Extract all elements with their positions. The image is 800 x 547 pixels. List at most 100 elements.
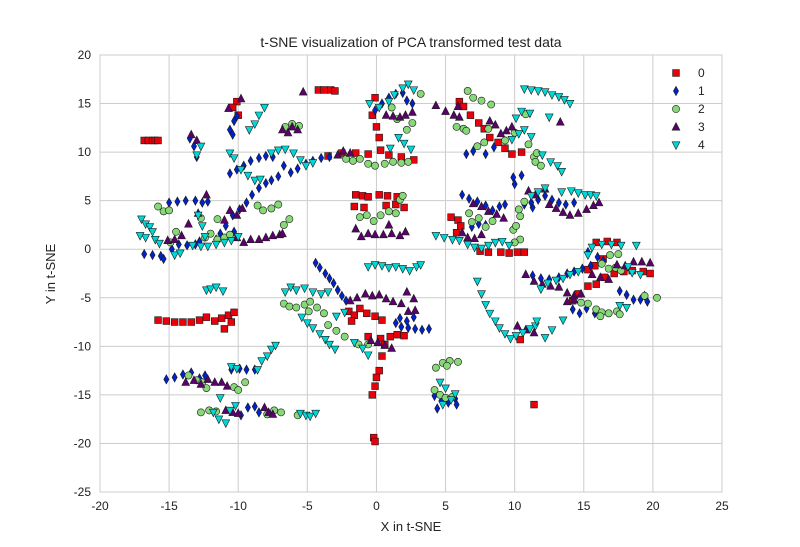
data-point-class-1 — [392, 317, 399, 329]
data-point-class-3 — [287, 121, 297, 131]
data-point-class-4 — [260, 103, 269, 113]
legend-label-4: 4 — [698, 138, 705, 152]
data-point-class-4 — [485, 309, 495, 319]
data-point-class-0 — [392, 200, 400, 209]
data-point-class-3 — [485, 115, 495, 125]
data-point-class-4 — [543, 279, 553, 289]
data-point-class-3 — [551, 203, 561, 212]
data-point-class-1 — [280, 160, 287, 171]
data-point-class-0 — [187, 318, 195, 326]
data-point-class-4 — [255, 175, 265, 185]
data-point-class-3 — [203, 374, 213, 383]
data-point-class-3 — [612, 259, 622, 269]
data-point-class-4 — [616, 241, 626, 251]
data-point-class-1 — [463, 148, 470, 160]
data-point-class-4 — [243, 171, 253, 181]
data-point-class-1 — [243, 364, 250, 375]
data-point-class-4 — [557, 188, 567, 197]
data-point-class-2 — [380, 159, 389, 168]
data-point-class-4 — [615, 302, 625, 311]
data-point-class-3 — [396, 298, 406, 308]
data-point-class-0 — [475, 119, 483, 127]
x-axis-title: X in t-SNE — [381, 519, 442, 534]
data-point-class-4 — [291, 286, 301, 296]
data-point-class-4 — [398, 84, 408, 94]
data-point-class-3 — [356, 231, 366, 241]
data-point-class-3 — [492, 209, 502, 218]
data-point-class-3 — [378, 229, 388, 239]
x-tick-label: -15 — [160, 499, 178, 513]
data-point-class-0 — [371, 94, 379, 102]
data-point-class-2 — [452, 122, 461, 131]
data-point-class-3 — [283, 127, 293, 137]
data-point-class-1 — [229, 129, 236, 140]
data-point-class-0 — [179, 318, 187, 326]
data-point-class-4 — [519, 85, 529, 95]
legend-marker-3 — [671, 121, 681, 131]
x-tick-label: 0 — [373, 499, 380, 513]
data-point-class-4 — [193, 211, 203, 221]
data-point-class-3 — [224, 103, 233, 112]
data-point-class-0 — [530, 400, 538, 409]
data-point-class-4 — [218, 287, 228, 297]
data-point-class-0 — [400, 203, 408, 212]
data-point-class-4 — [416, 261, 426, 270]
data-point-class-1 — [275, 171, 282, 182]
data-point-class-0 — [508, 150, 516, 158]
data-point-class-3 — [645, 257, 655, 267]
data-point-class-2 — [213, 215, 222, 224]
data-point-class-1 — [256, 182, 262, 194]
data-point-class-1 — [330, 278, 337, 289]
data-point-class-4 — [363, 351, 373, 361]
data-point-class-0 — [505, 249, 513, 257]
scatter-points — [135, 80, 661, 446]
data-point-class-4 — [225, 149, 235, 159]
data-point-class-0 — [592, 280, 600, 288]
data-point-class-4 — [197, 222, 207, 231]
data-point-class-1 — [398, 321, 405, 333]
data-point-class-2 — [397, 158, 406, 167]
data-point-class-1 — [396, 312, 403, 324]
data-point-class-1 — [244, 402, 251, 413]
data-point-class-4 — [398, 265, 408, 274]
data-point-class-1 — [316, 262, 323, 273]
data-point-class-3 — [555, 116, 565, 126]
x-tick-label: 15 — [577, 499, 591, 513]
data-point-class-4 — [331, 312, 341, 322]
data-point-class-2 — [184, 371, 193, 380]
data-point-class-1 — [410, 311, 417, 323]
data-point-class-2 — [404, 157, 413, 166]
data-point-class-4 — [500, 330, 510, 339]
data-point-class-3 — [222, 381, 232, 390]
data-point-class-0 — [486, 133, 494, 142]
data-point-class-4 — [525, 109, 535, 119]
data-point-class-3 — [261, 232, 271, 242]
data-point-class-4 — [221, 419, 231, 429]
data-point-class-0 — [375, 366, 383, 375]
data-point-class-3 — [338, 146, 348, 155]
data-point-class-4 — [300, 284, 309, 294]
data-point-class-3 — [576, 288, 586, 298]
data-point-class-4 — [391, 263, 401, 272]
data-point-class-4 — [141, 234, 151, 243]
data-point-class-2 — [371, 161, 379, 170]
data-point-class-4 — [526, 133, 536, 142]
y-tick-label: -20 — [74, 436, 92, 450]
data-point-class-0 — [371, 382, 379, 390]
data-point-class-2 — [172, 227, 180, 236]
data-point-class-3 — [637, 256, 647, 266]
data-point-class-4 — [232, 365, 242, 374]
data-point-class-3 — [366, 335, 376, 345]
data-point-class-1 — [562, 199, 569, 210]
data-point-class-4 — [323, 288, 333, 298]
chart-title: t-SNE visualization of PCA transformed t… — [260, 34, 561, 50]
data-point-class-3 — [388, 111, 398, 120]
data-point-class-0 — [466, 111, 475, 119]
data-point-class-4 — [250, 176, 260, 186]
data-point-class-0 — [154, 316, 162, 324]
data-point-class-1 — [179, 369, 186, 380]
plot-frame — [99, 54, 723, 493]
data-point-class-3 — [360, 288, 370, 298]
data-point-class-3 — [186, 129, 196, 139]
data-point-class-4 — [305, 412, 315, 422]
